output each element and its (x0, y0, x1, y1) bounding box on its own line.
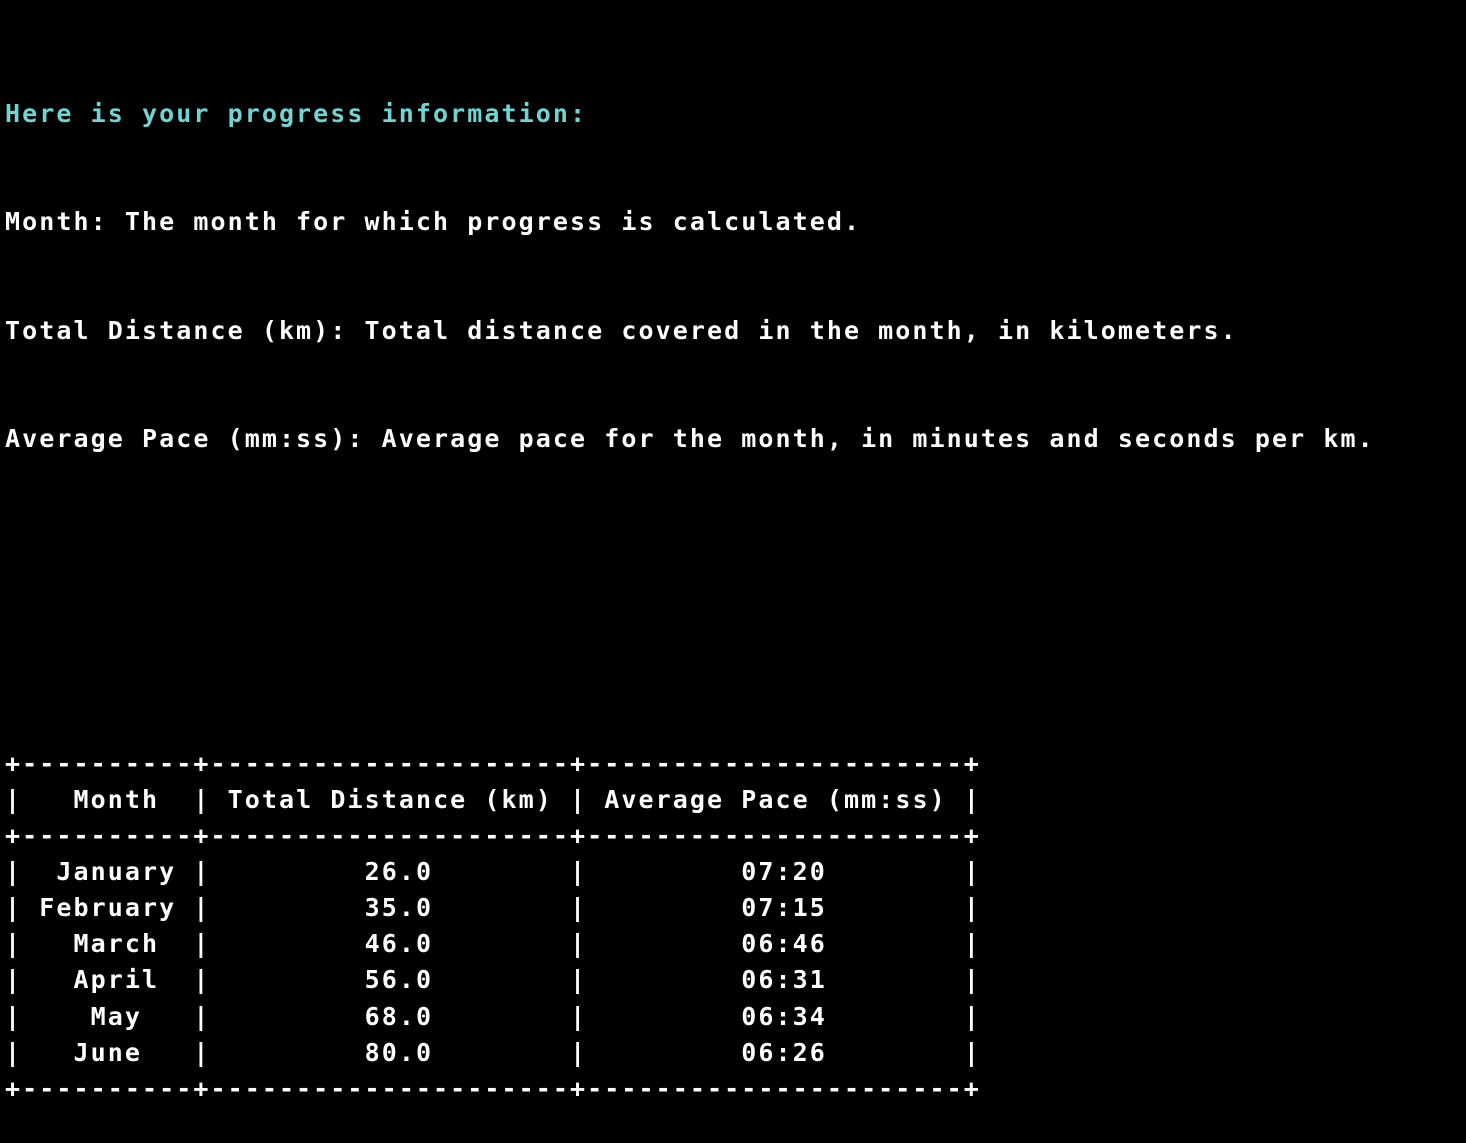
table-row: | June | 80.0 | 06:26 | (5, 1037, 981, 1067)
table-cell-2: 07:20 (741, 857, 827, 887)
column-header-0: Month (73, 784, 160, 814)
table-cell-1: 26.0 (364, 857, 434, 887)
table-cell-0: June (73, 1037, 142, 1067)
table-row: | February | 35.0 | 07:15 | (5, 893, 981, 923)
table-cell-1: 46.0 (364, 929, 434, 959)
terminal-output: Here is your progress information: Month… (5, 24, 1375, 1143)
table-cell-1: 68.0 (364, 1001, 434, 1031)
distance-description: Total Distance (km): Total distance cove… (5, 315, 1238, 345)
table-row: | May | 68.0 | 06:34 | (5, 1001, 981, 1031)
month-description: Month: The month for which progress is c… (5, 207, 862, 237)
table-row: | April | 56.0 | 06:31 | (5, 965, 981, 995)
table-header-row: | Month | Total Distance (km) | Average … (5, 784, 981, 814)
table-cell-2: 06:31 (741, 965, 827, 995)
table-row: | March | 46.0 | 06:46 | (5, 929, 981, 959)
table-cell-2: 06:46 (741, 929, 827, 959)
table-cell-0: February (39, 893, 177, 923)
table-cell-2: 07:15 (741, 893, 827, 923)
blank-line (5, 529, 1375, 565)
pace-description: Average Pace (mm:ss): Average pace for t… (5, 424, 1375, 454)
column-header-2: Average Pace (mm:ss) (604, 784, 947, 814)
table-cell-1: 80.0 (364, 1037, 434, 1067)
table-cell-0: March (73, 929, 160, 959)
progress-table: +----------+---------------------+------… (5, 746, 1375, 1107)
table-cell-0: May (90, 1001, 142, 1031)
blank-line (5, 638, 1375, 674)
progress-heading: Here is your progress information: (5, 99, 588, 129)
table-border: +----------+---------------------+------… (5, 821, 981, 851)
table-cell-1: 56.0 (364, 965, 434, 995)
table-cell-0: April (73, 965, 160, 995)
table-cell-1: 35.0 (364, 893, 434, 923)
table-border: +----------+---------------------+------… (5, 748, 981, 778)
table-cell-2: 06:26 (741, 1037, 827, 1067)
column-header-1: Total Distance (km) (227, 784, 553, 814)
table-border: +----------+---------------------+------… (5, 1073, 981, 1103)
table-cell-0: January (56, 857, 177, 887)
table-row: | January | 26.0 | 07:20 | (5, 857, 981, 887)
table-cell-2: 06:34 (741, 1001, 827, 1031)
